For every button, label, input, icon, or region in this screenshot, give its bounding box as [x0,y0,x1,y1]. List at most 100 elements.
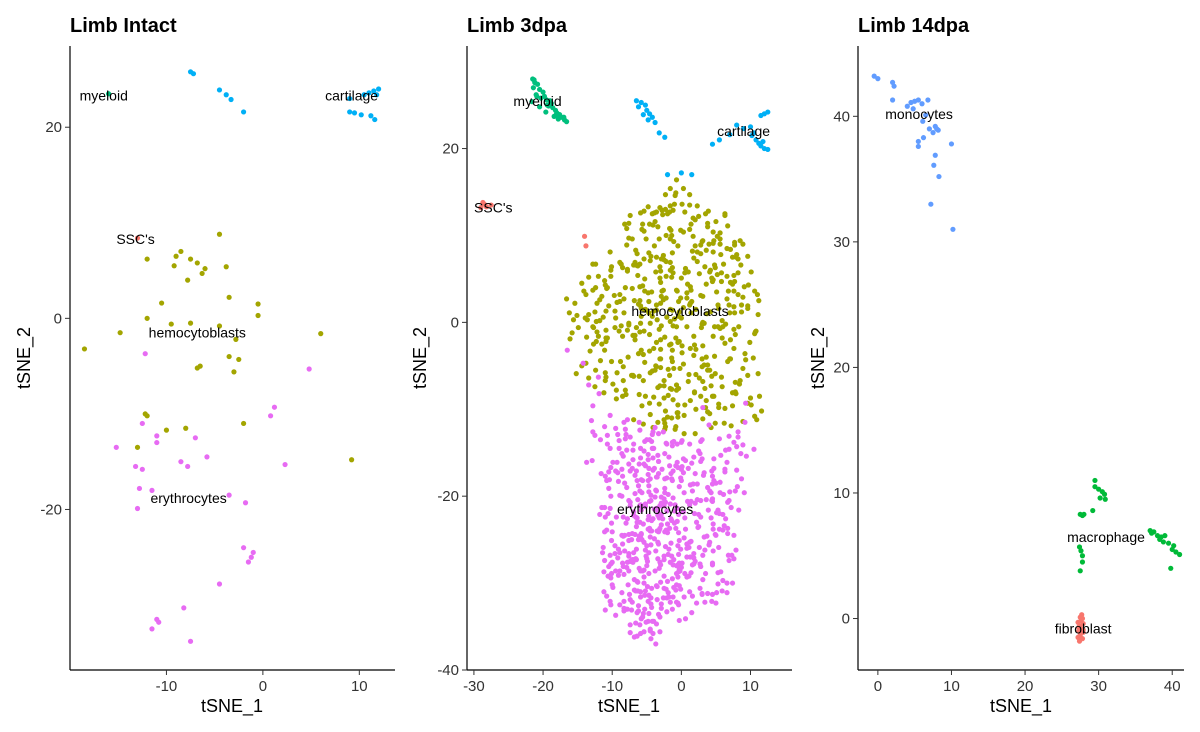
data-point [597,511,603,518]
data-point [753,137,759,143]
data-point [701,362,707,368]
cluster-label: monocytes [885,106,953,122]
data-point [655,611,662,617]
data-point [664,314,670,320]
data-point [1149,530,1155,536]
data-point [687,226,693,232]
data-point [645,457,651,463]
data-point [658,346,664,352]
data-point [642,592,648,598]
data-point [630,457,636,463]
data-point [620,514,626,520]
y-tick-label: 0 [54,310,62,327]
data-point [358,112,364,118]
data-point [566,310,572,316]
data-point [680,470,687,476]
data-point [629,285,635,292]
data-point [171,263,177,269]
data-point [705,484,711,491]
data-point [692,470,698,477]
data-point [156,619,162,625]
data-point [678,439,684,445]
data-point [696,544,702,551]
data-point [707,267,714,273]
data-point [609,529,615,535]
data-point [734,484,740,490]
data-point [675,402,681,408]
data-point [245,559,252,565]
data-point [667,559,673,565]
data-point [1076,624,1082,630]
data-point [727,489,733,495]
data-point [656,565,662,571]
data-point [714,271,720,278]
data-point [684,324,690,330]
data-point [663,258,669,265]
data-point [640,614,646,620]
data-point [593,318,599,325]
data-point [612,543,618,549]
data-point [624,327,631,333]
cluster-label: cartilage [325,88,378,104]
data-point [641,256,647,262]
data-point [672,502,678,508]
data-point [595,374,601,380]
data-point [713,532,719,538]
data-point [653,339,660,345]
data-point [712,371,718,377]
data-point [597,437,604,443]
data-point [564,347,570,353]
data-point [734,444,740,450]
data-point [659,288,665,294]
data-point [216,231,223,237]
data-point [644,583,651,590]
data-point [729,580,736,586]
x-tick-label: 10 [742,678,759,695]
data-point [154,433,160,439]
data-point [705,367,711,373]
data-point [586,382,592,388]
data-point [649,604,655,611]
data-point [673,335,679,341]
data-point [601,390,607,396]
data-point [622,285,628,291]
data-point [376,86,382,92]
data-point [637,455,644,461]
data-point [719,318,725,324]
data-point [1157,536,1163,543]
data-point [626,568,632,574]
data-point [709,141,716,147]
data-point [719,335,725,341]
data-point [747,395,754,401]
data-point [687,202,693,208]
data-point [216,323,223,329]
data-point [724,590,730,596]
data-point [649,431,655,438]
data-point [693,346,699,352]
data-point [648,542,654,548]
data-point [718,270,725,276]
data-point [662,192,669,198]
data-point [602,370,608,376]
y-axis-title: tSNE_2 [808,327,829,389]
data-point [639,226,645,232]
data-point [709,473,716,479]
data-point [736,324,742,330]
data-point [634,633,640,639]
y-tick-label: -20 [40,501,62,518]
x-tick-label: -30 [463,678,485,695]
data-point [741,284,747,290]
data-point [693,371,699,378]
data-point [715,302,721,308]
data-point [641,448,647,454]
data-point [686,544,692,551]
data-point [756,298,762,304]
data-point [673,424,679,430]
data-point [685,465,691,471]
data-point [738,309,745,315]
data-point [688,310,694,316]
data-point [738,302,745,308]
data-point [647,626,653,632]
data-point [659,207,665,213]
data-point [681,412,687,418]
